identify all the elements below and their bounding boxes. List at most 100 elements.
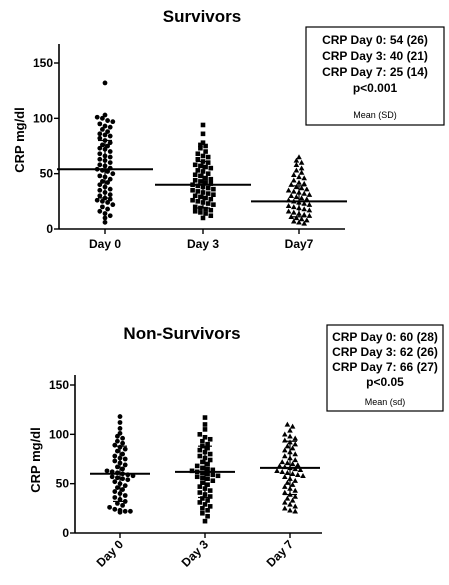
data-point	[208, 213, 214, 219]
data-point	[208, 181, 214, 186]
data-point	[279, 459, 285, 465]
data-point	[296, 154, 302, 160]
data-point	[127, 508, 133, 514]
data-point	[306, 201, 313, 207]
data-point	[287, 433, 293, 439]
data-point	[197, 432, 203, 437]
data-point	[205, 476, 210, 482]
data-point	[207, 436, 213, 442]
data-point	[112, 506, 118, 512]
stats-note: Mean (SD)	[353, 110, 397, 120]
data-point	[291, 171, 297, 177]
data-point	[284, 460, 291, 466]
stats-line-day3: CRP Day 3: 62 (26)	[332, 345, 438, 359]
data-point	[208, 165, 214, 171]
data-point	[301, 211, 307, 217]
data-point	[120, 466, 125, 472]
stats-p-value: p<0.05	[366, 375, 404, 389]
data-point	[291, 188, 297, 194]
data-point	[198, 179, 203, 184]
data-point	[207, 451, 213, 457]
data-point	[287, 507, 293, 513]
data-point	[301, 180, 307, 186]
data-point	[279, 469, 285, 475]
data-point	[282, 453, 288, 459]
data-point	[198, 210, 203, 215]
data-point	[210, 478, 216, 484]
data-point	[298, 159, 305, 165]
y-axis-label: CRP mg/dl	[28, 427, 43, 493]
data-point	[122, 462, 128, 468]
data-point	[202, 518, 208, 524]
data-point	[192, 193, 198, 199]
stats-line-day7: CRP Day 7: 66 (27)	[332, 360, 438, 374]
data-point	[292, 477, 298, 483]
data-point	[203, 206, 208, 212]
data-point	[112, 479, 118, 485]
data-point	[104, 468, 110, 474]
data-point	[110, 171, 116, 177]
y-tick-label: 0	[62, 526, 69, 540]
data-point	[107, 176, 113, 182]
data-point	[205, 445, 210, 451]
data-point	[198, 145, 203, 151]
data-point	[117, 426, 123, 431]
data-point	[293, 184, 300, 190]
data-point	[288, 214, 294, 220]
data-point	[298, 216, 305, 222]
data-point	[120, 476, 125, 482]
data-point	[285, 187, 292, 193]
data-point	[285, 208, 292, 214]
data-point	[197, 484, 203, 489]
data-point	[284, 443, 291, 449]
data-point	[192, 208, 198, 214]
data-point	[194, 463, 200, 469]
y-tick-label: 0	[46, 222, 53, 236]
data-point	[304, 217, 310, 223]
data-point	[274, 468, 280, 474]
data-point	[117, 420, 123, 425]
data-point	[97, 187, 103, 193]
mean-sd-bars	[90, 440, 320, 503]
data-point	[197, 453, 203, 459]
data-point	[292, 508, 298, 514]
data-point	[301, 220, 307, 226]
data-point	[205, 498, 210, 503]
data-point	[292, 503, 298, 509]
data-point	[211, 202, 216, 207]
data-point	[200, 131, 206, 137]
data-point	[105, 169, 110, 174]
data-point	[304, 186, 310, 192]
data-point	[301, 190, 307, 196]
data-point	[301, 206, 307, 212]
data-point	[289, 423, 296, 429]
data-point	[208, 176, 214, 182]
x-tick-label: Day 3	[179, 537, 212, 570]
data-point	[297, 467, 304, 473]
data-point	[205, 171, 211, 176]
data-point	[100, 204, 105, 210]
data-point	[107, 213, 113, 219]
y-tick-label: 100	[33, 111, 53, 125]
y-tick-label: 50	[56, 477, 70, 491]
y-tick-label: 100	[49, 427, 69, 441]
data-point	[200, 215, 206, 221]
data-point	[107, 133, 113, 139]
data-point	[202, 434, 208, 440]
data-point	[105, 206, 110, 212]
data-point	[102, 112, 108, 118]
chart-title: Survivors	[163, 7, 241, 26]
data-point	[296, 174, 302, 180]
data-point	[105, 118, 110, 123]
data-point	[292, 487, 298, 493]
data-point	[284, 470, 291, 476]
data-point	[293, 162, 300, 168]
data-point	[115, 464, 120, 470]
data-point	[194, 474, 200, 480]
x-tick-label: Day 0	[94, 537, 127, 570]
data-point	[125, 477, 131, 483]
data-point	[105, 129, 110, 135]
data-point	[94, 197, 100, 203]
data-point	[296, 179, 302, 185]
data-point	[205, 482, 210, 487]
